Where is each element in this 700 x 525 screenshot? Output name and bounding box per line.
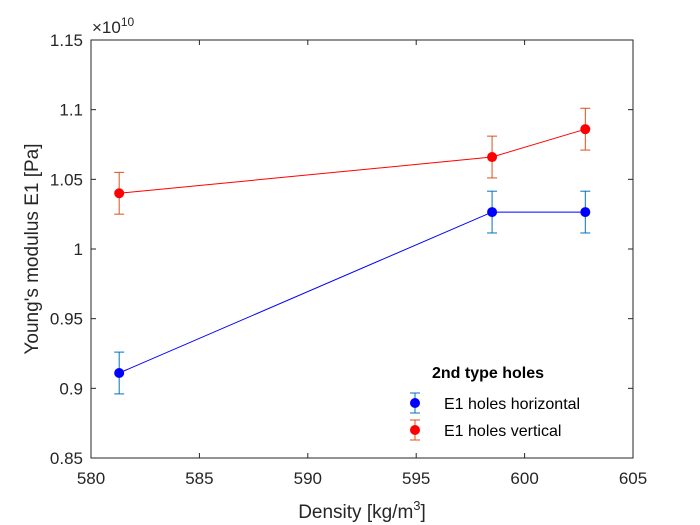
y-tick-label: 1.15 (50, 31, 83, 50)
x-axis: 580 585 590 595 600 605 (77, 40, 647, 488)
legend-marker (410, 425, 420, 435)
y-exponent-superscript: 10 (121, 15, 135, 29)
data-point (114, 368, 125, 379)
plot-area (91, 40, 633, 458)
x-tick-label: 590 (294, 469, 322, 488)
y-tick-label: 1.1 (59, 101, 83, 120)
legend-label: E1 holes vertical (444, 423, 561, 440)
data-point (580, 207, 591, 218)
x-axis-label: Density [kg/m3] (298, 498, 426, 523)
legend-items: E1 holes horizontal E1 holes vertical (410, 392, 580, 441)
y-tick-label: 1 (74, 240, 83, 259)
y-tick-label: 0.95 (50, 310, 83, 329)
y-tick-label: 0.9 (59, 379, 83, 398)
x-tick-label: 600 (510, 469, 538, 488)
series-layer (114, 107, 591, 395)
y-axis-label: Young's modulus E1 [Pa] (22, 143, 43, 354)
x-tick-label: 595 (402, 469, 430, 488)
y-tick-label: 1.05 (50, 170, 83, 189)
legend-marker (410, 398, 420, 408)
data-point (580, 124, 591, 135)
x-tick-label: 585 (185, 469, 213, 488)
data-point (487, 207, 498, 218)
x-tick-label: 605 (619, 469, 647, 488)
data-point (114, 188, 125, 199)
legend-label: E1 holes horizontal (444, 396, 580, 413)
y-exponent-label: ×1010 (92, 15, 135, 37)
y-axis: 0.85 0.9 0.95 1 1.05 1.1 1.15 (50, 31, 633, 468)
y-tick-label: 0.85 (50, 449, 83, 468)
data-point (487, 152, 498, 163)
x-tick-label: 580 (77, 469, 105, 488)
x-axis-label-superscript: 3 (413, 498, 420, 513)
legend-title: 2nd type holes (432, 365, 544, 382)
